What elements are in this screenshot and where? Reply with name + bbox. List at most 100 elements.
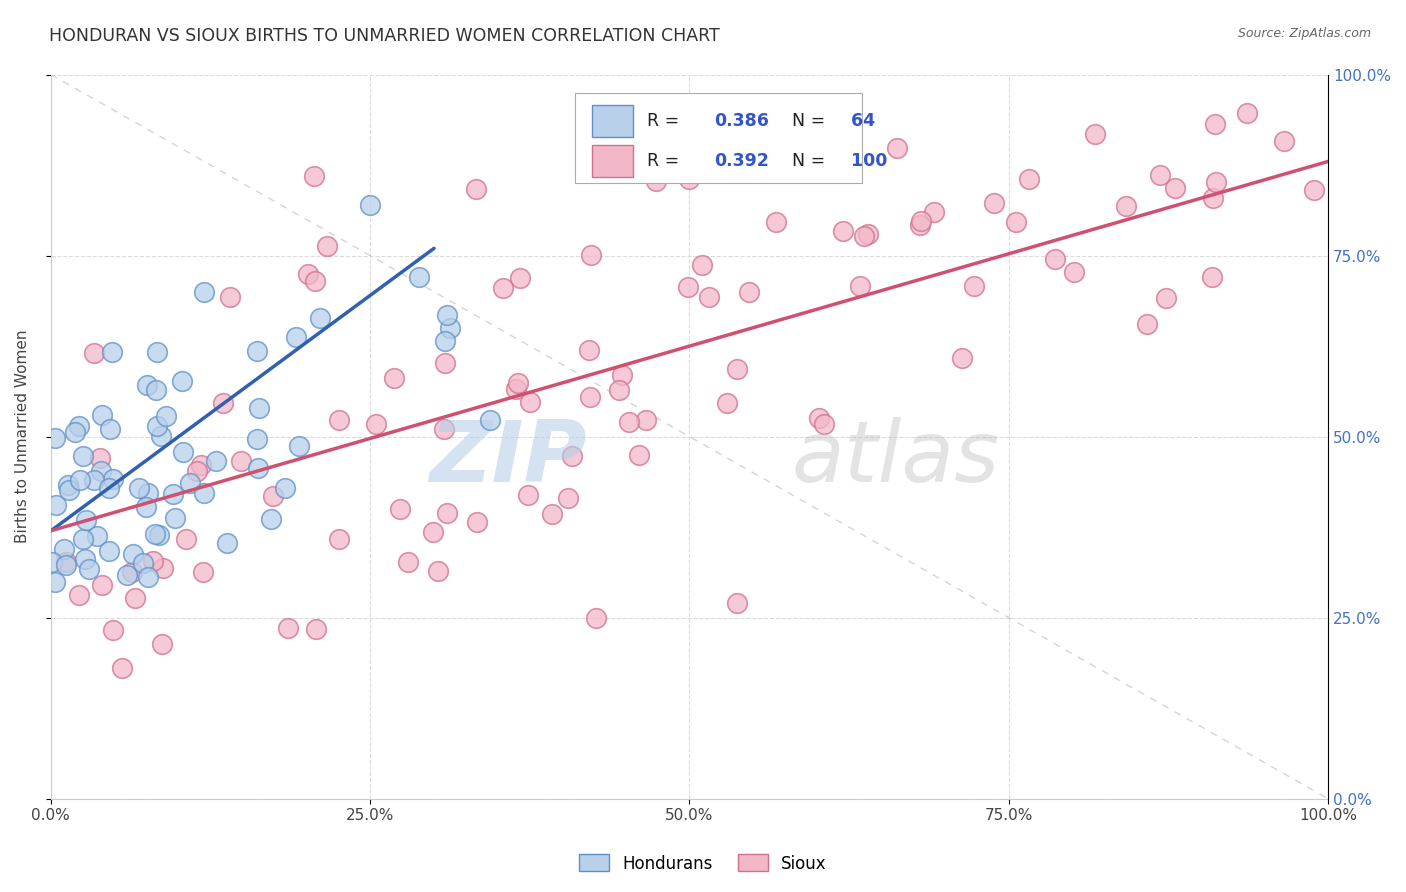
Point (136, 485, 159, 500)
Point (72, 532, 94, 546)
Point (1149, 168, 1171, 182)
Point (45, 498, 67, 512)
Point (135, 500, 157, 514)
Point (492, 281, 515, 295)
Point (121, 565, 143, 579)
Point (541, 507, 564, 521)
Point (908, 218, 931, 232)
Point (1201, 270, 1223, 285)
Point (853, 229, 876, 244)
Point (727, 362, 749, 376)
Point (950, 351, 973, 366)
Point (217, 535, 239, 549)
Point (128, 481, 150, 495)
Text: HONDURAN VS SIOUX BIRTHS TO UNMARRIED WOMEN CORRELATION CHART: HONDURAN VS SIOUX BIRTHS TO UNMARRIED WO… (49, 27, 720, 45)
Point (55, 555, 77, 569)
Point (260, 512, 283, 526)
Legend: Hondurans, Sioux: Hondurans, Sioux (572, 847, 834, 880)
Point (517, 488, 540, 502)
Point (1115, 199, 1137, 213)
Point (247, 401, 270, 416)
Point (557, 491, 579, 506)
Point (690, 258, 713, 272)
Point (150, 637, 173, 651)
Point (813, 417, 835, 431)
Point (218, 290, 240, 304)
Point (67, 419, 90, 434)
Point (83, 473, 105, 487)
Point (246, 344, 269, 359)
Point (91, 408, 114, 422)
Point (277, 621, 299, 635)
Point (145, 383, 167, 397)
Point (1018, 172, 1040, 186)
Point (765, 215, 787, 229)
Point (1164, 181, 1187, 195)
Point (172, 445, 194, 459)
Point (465, 182, 488, 196)
Point (100, 345, 122, 359)
Point (439, 321, 461, 335)
Point (67, 588, 90, 602)
Point (983, 195, 1005, 210)
Point (229, 453, 252, 467)
Point (328, 413, 350, 427)
Point (716, 396, 738, 410)
Point (170, 374, 193, 388)
Point (433, 356, 456, 370)
Point (1136, 317, 1159, 331)
Point (163, 511, 186, 525)
Y-axis label: Births to Unmarried Women: Births to Unmarried Women (15, 330, 30, 543)
Point (103, 472, 125, 486)
Text: N =: N = (782, 153, 825, 170)
Point (193, 486, 215, 500)
Point (465, 515, 488, 529)
Point (963, 278, 986, 293)
Text: Source: ZipAtlas.com: Source: ZipAtlas.com (1237, 27, 1371, 40)
Point (607, 384, 630, 398)
Point (136, 570, 159, 584)
Point (436, 506, 458, 520)
FancyBboxPatch shape (575, 93, 862, 183)
Point (162, 487, 184, 501)
Point (246, 432, 269, 446)
Point (72, 449, 94, 463)
Point (98, 422, 121, 436)
Point (676, 280, 699, 294)
FancyBboxPatch shape (592, 105, 633, 137)
Point (697, 290, 720, 304)
Point (75, 513, 97, 527)
Point (44, 431, 66, 445)
Text: 100: 100 (845, 153, 887, 170)
Point (152, 560, 174, 574)
Point (115, 567, 138, 582)
Point (212, 395, 235, 409)
Text: R =: R = (647, 153, 685, 170)
Point (186, 464, 208, 478)
Point (83, 346, 105, 360)
Text: atlas: atlas (792, 417, 1000, 500)
Point (579, 390, 602, 404)
Point (1084, 127, 1107, 141)
Point (305, 622, 328, 636)
Text: ZIP: ZIP (430, 417, 588, 500)
Point (328, 532, 350, 546)
Point (579, 248, 602, 262)
Point (1205, 175, 1227, 189)
Point (610, 368, 633, 382)
Point (56, 478, 79, 492)
Point (91, 578, 114, 592)
Point (578, 343, 600, 357)
Text: 64: 64 (845, 112, 876, 130)
Point (1063, 265, 1085, 279)
Point (1272, 134, 1295, 148)
Point (287, 439, 309, 453)
Text: 0.392: 0.392 (714, 153, 769, 170)
Point (422, 525, 444, 540)
Point (645, 173, 668, 187)
Point (63, 425, 86, 440)
Point (508, 376, 530, 390)
Point (585, 611, 607, 625)
Text: N =: N = (782, 112, 825, 130)
Point (145, 345, 167, 359)
